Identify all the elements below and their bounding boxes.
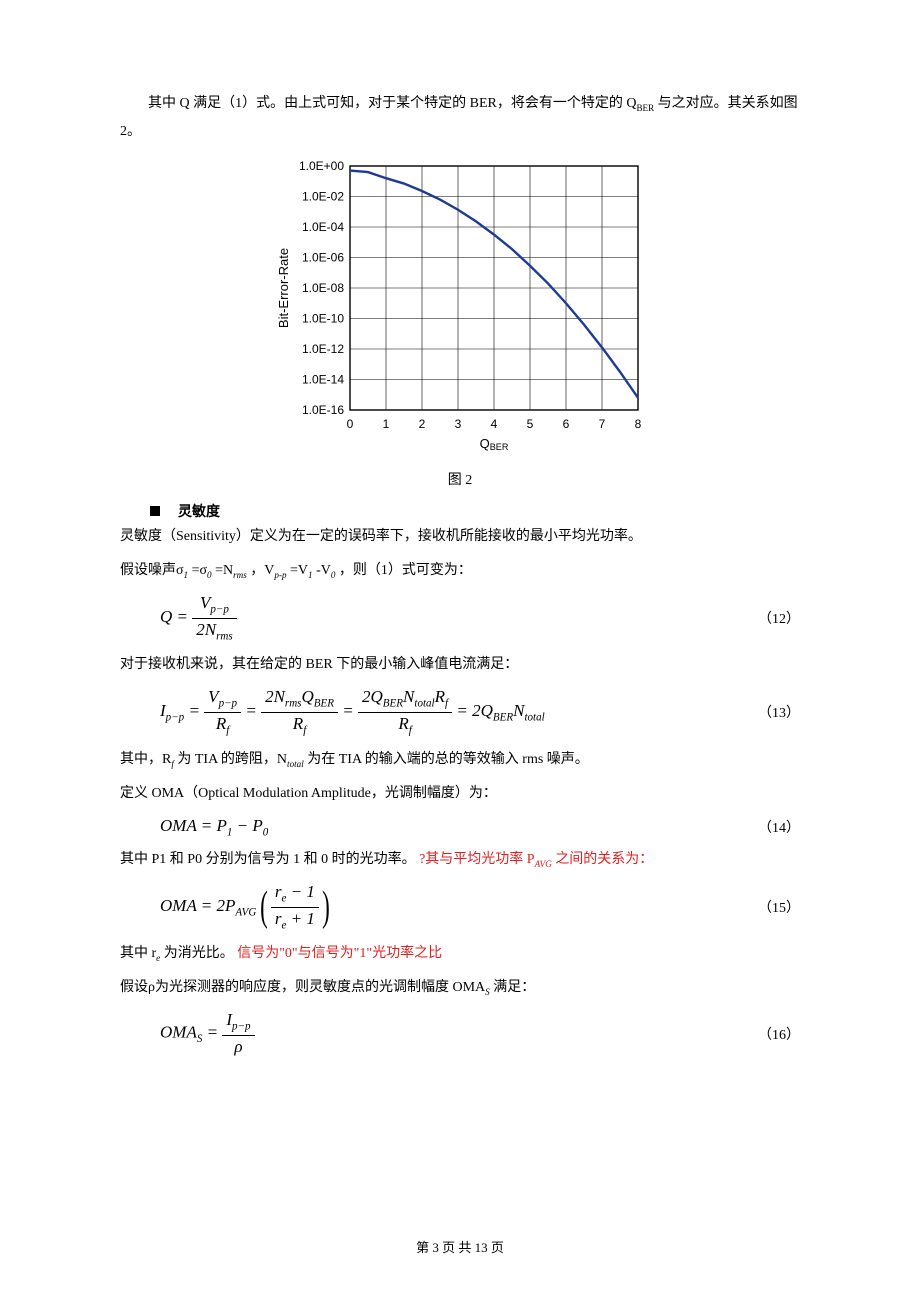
subscript: p-p [274,570,286,580]
text: 为消光比。 [164,946,234,961]
svg-text:5: 5 [527,417,534,431]
paragraph-after-15: 其中 re 为消光比。 信号为"0"与信号为"1"光功率之比 [120,940,800,968]
equation-number: （13） [740,702,800,722]
subscript: 1 [308,570,313,580]
page: 其中 Q 满足（1）式。由上式可知，对于某个特定的 BER，将会有一个特定的 Q… [0,0,920,1302]
equation-14: OMA = P1 − P0 （14） [120,816,800,838]
equation-13: Ip−p = Vp−p Rf = 2NrmsQBER Rf = 2QBERNto… [120,687,800,737]
paragraph-after-13: 其中，Rf 为 TIA 的跨阻，Ntotal 为在 TIA 的输入端的总的等效输… [120,746,800,774]
svg-text:2: 2 [419,417,426,431]
text: ，则（1）式可变为： [339,563,472,578]
page-footer: 第 3 页 共 13 页 [0,1237,920,1256]
subscript: e [156,953,160,963]
svg-text:3: 3 [455,417,462,431]
text: 为 TIA 的跨阻，N [177,752,287,767]
text: 其中 Q 满足（1）式。由上式可知，对于某个特定的 BER，将会有一个特定的 Q [148,96,636,111]
paragraph-oma-def: 定义 OMA（Optical Modulation Amplitude，光调制幅… [120,780,800,808]
text: 满足： [493,980,535,995]
subscript: 0 [207,570,212,580]
equation-number: （14） [740,817,800,837]
svg-text:4: 4 [491,417,498,431]
svg-text:1: 1 [383,417,390,431]
text: ，V [250,563,274,578]
text: 其中 r [120,946,156,961]
text: 之间的关系为： [552,852,654,867]
bullet-icon [150,506,160,516]
text: 其中 P1 和 P0 分别为信号为 1 和 0 时的光功率。 [120,852,416,867]
paragraph-assume: 假设噪声σ1 =σ0 =Nrms ，Vp-p =V1 -V0 ，则（1）式可变为… [120,557,800,585]
text: =N [215,563,233,578]
equation-16: OMAS = Ip−p ρ （16） [120,1010,800,1057]
paragraph-after-12: 对于接收机来说，其在给定的 BER 下的最小输入峰值电流满足： [120,651,800,679]
svg-text:1.0E+00: 1.0E+00 [299,159,344,173]
svg-text:1.0E-16: 1.0E-16 [302,403,344,417]
text: =V [290,563,308,578]
svg-text:7: 7 [599,417,606,431]
equation-body: OMA = 2PAVG ( re − 1 re + 1 ) [120,882,740,932]
subscript: S [485,987,490,997]
svg-text:1.0E-14: 1.0E-14 [302,373,344,387]
section-title: 灵敏度 [178,501,220,521]
equation-number: （16） [740,1024,800,1044]
subscript: f [171,758,174,768]
equation-body: OMA = P1 − P0 [120,816,740,838]
subscript: BER [636,103,654,113]
subscript: rms [233,570,247,580]
subscript: 1 [184,570,189,580]
paragraph-sens-def: 灵敏度（Sensitivity）定义为在一定的误码率下，接收机所能接收的最小平均… [120,523,800,551]
equation-body: Ip−p = Vp−p Rf = 2NrmsQBER Rf = 2QBERNto… [120,687,740,737]
svg-text:1.0E-12: 1.0E-12 [302,342,344,356]
text: 假设ρ为光探测器的响应度，则灵敏度点的光调制幅度 OMA [120,980,485,995]
text: -V [316,563,331,578]
ber-vs-q-chart: 1.0E+00 1.0E-02 1.0E-04 1.0E-06 1.0E-08 1.0E-… [270,156,650,456]
svg-text:1.0E-02: 1.0E-02 [302,190,344,204]
figure-caption: 图 2 [120,469,800,489]
text: 假设噪声σ [120,563,184,578]
subscript: total [287,758,304,768]
equation-body: OMAS = Ip−p ρ [120,1010,740,1057]
svg-text:1.0E-10: 1.0E-10 [302,312,344,326]
paragraph-after-14: 其中 P1 和 P0 分别为信号为 1 和 0 时的光功率。 ?其与平均光功率 … [120,846,800,874]
text: 其中，R [120,752,171,767]
svg-text:6: 6 [563,417,570,431]
svg-text:Bit-Error-Rate: Bit-Error-Rate [276,248,291,328]
svg-text:QBER: QBER [480,436,509,452]
subscript: AVG [535,859,552,869]
svg-text:8: 8 [635,417,642,431]
text: 为在 TIA 的输入端的总的等效输入 rms 噪声。 [307,752,589,767]
svg-text:1.0E-08: 1.0E-08 [302,281,344,295]
figure-2: 1.0E+00 1.0E-02 1.0E-04 1.0E-06 1.0E-08 1.0E-… [120,156,800,461]
paragraph-rho: 假设ρ为光探测器的响应度，则灵敏度点的光调制幅度 OMAS 满足： [120,974,800,1002]
section-heading-sensitivity: 灵敏度 [120,501,800,521]
equation-number: （12） [740,608,800,628]
text-red: 信号为"0"与信号为"1"光功率之比 [237,946,442,961]
text-red: ?其与平均光功率 PAVG 之间的关系为： [419,852,653,867]
svg-text:1.0E-04: 1.0E-04 [302,220,344,234]
equation-12: Q = Vp−p 2Nrms （12） [120,593,800,643]
svg-text:0: 0 [347,417,354,431]
equation-number: （15） [740,897,800,917]
paragraph-intro: 其中 Q 满足（1）式。由上式可知，对于某个特定的 BER，将会有一个特定的 Q… [120,90,800,146]
text: ?其与平均光功率 P [419,852,535,867]
svg-text:1.0E-06: 1.0E-06 [302,251,344,265]
subscript: 0 [331,570,336,580]
equation-15: OMA = 2PAVG ( re − 1 re + 1 ) （15） [120,882,800,932]
equation-body: Q = Vp−p 2Nrms [120,593,740,643]
text: =σ [192,563,207,578]
